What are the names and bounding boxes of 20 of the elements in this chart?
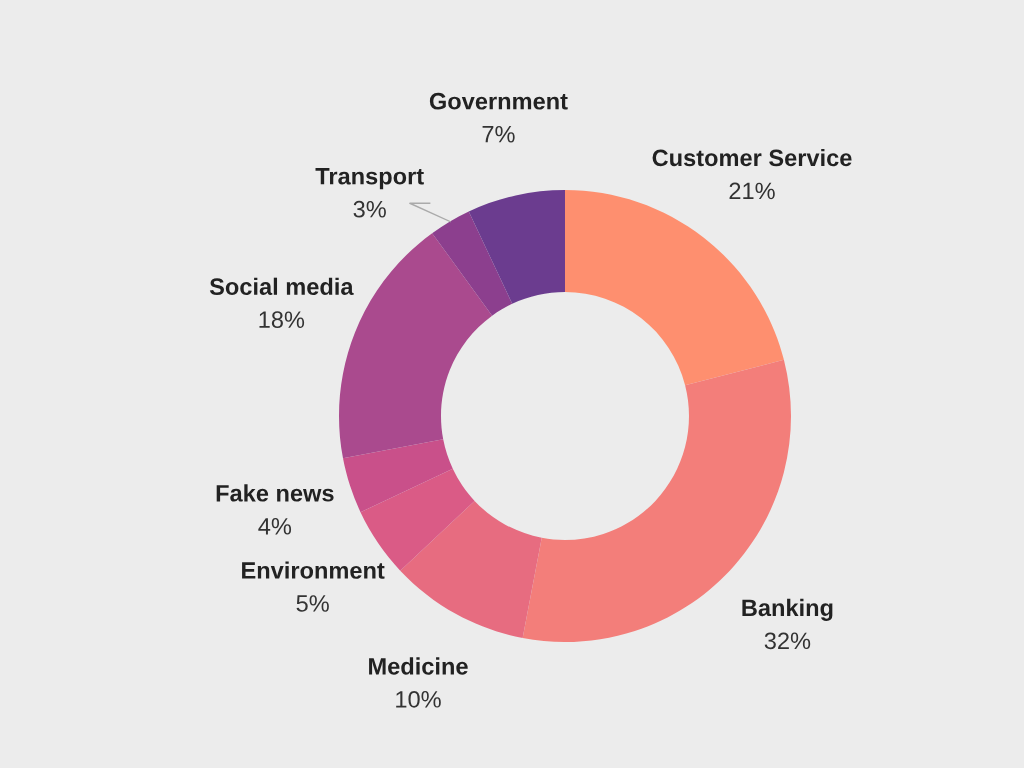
data-label: 32% <box>764 632 811 650</box>
slice-label: Fake news <box>216 484 334 502</box>
donut-slice <box>468 190 565 304</box>
data-label: 7% <box>482 125 515 143</box>
data-label: 21% <box>729 182 775 200</box>
donut-slice <box>400 500 542 638</box>
data-label: 18% <box>259 311 305 329</box>
slice-label: Transport <box>315 168 424 190</box>
slice-label: Medicine <box>369 657 468 675</box>
data-label: 10% <box>396 690 441 708</box>
data-label: 5% <box>296 595 329 612</box>
slice-label: Government <box>429 92 568 110</box>
slice-label: Banking <box>742 598 833 621</box>
slice-label: Social media <box>209 277 354 296</box>
slice-label: Environment <box>242 561 385 579</box>
data-label: 3% <box>353 200 386 218</box>
slice-label: Customer Service <box>652 148 852 167</box>
data-label: 4% <box>258 518 292 535</box>
donut-slice <box>432 211 513 316</box>
donut-slice <box>343 439 453 513</box>
